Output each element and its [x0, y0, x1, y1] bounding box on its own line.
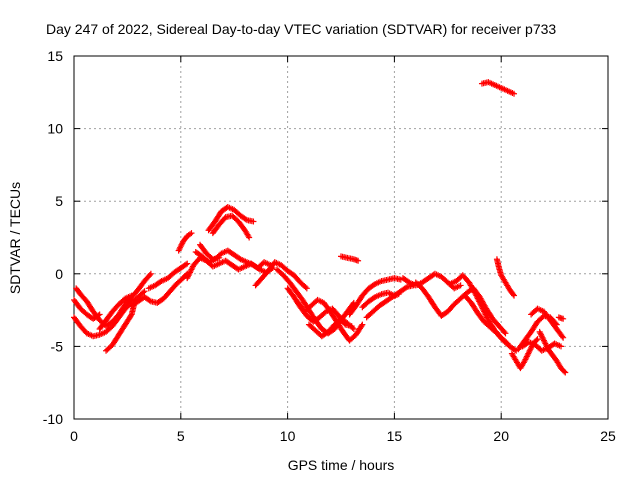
data-point: [146, 272, 153, 279]
data-point: [349, 324, 356, 331]
y-tick-labels: -10 -5 0 5 10 15: [43, 48, 63, 427]
y-tick-label: 5: [55, 193, 63, 209]
data-point: [534, 336, 541, 343]
x-tick-label: 15: [387, 428, 403, 444]
series-arc-08: [175, 230, 195, 254]
axis-ticks: [73, 55, 609, 420]
series-arc-19: [338, 253, 362, 264]
data-point: [501, 329, 508, 336]
data-point: [395, 291, 402, 298]
data-point: [128, 292, 135, 299]
x-tick-label: 10: [280, 428, 296, 444]
data-point: [147, 270, 154, 277]
series-arc-13: [209, 212, 253, 241]
plot-frame: [73, 55, 609, 420]
series-arc-12: [205, 204, 257, 234]
data-point: [560, 315, 567, 322]
data-point: [350, 325, 357, 332]
data-point: [457, 282, 464, 289]
series-arc-27: [470, 285, 509, 337]
series-arc-07: [145, 260, 191, 292]
data-point: [303, 285, 310, 292]
series-arc-05: [96, 292, 135, 332]
y-tick-label: -5: [51, 338, 64, 354]
data-point: [510, 291, 517, 298]
series-arc-28: [478, 79, 518, 97]
data-point: [182, 261, 189, 268]
data-point: [127, 312, 134, 319]
data-point: [402, 284, 409, 291]
x-tick-labels: 0 5 10 15 20 25: [70, 428, 616, 444]
data-point: [302, 284, 309, 291]
data-point: [355, 257, 362, 264]
data-point: [358, 322, 365, 329]
data-point: [146, 297, 153, 304]
series-arc-18: [305, 315, 357, 340]
data-point: [559, 333, 566, 340]
data-point: [561, 368, 568, 375]
y-tick-label: 10: [47, 121, 63, 137]
data-point: [502, 330, 509, 337]
series-arc-17: [295, 296, 366, 344]
x-axis-label: GPS time / hours: [288, 457, 395, 473]
series-arc-22: [363, 291, 402, 321]
series-arc-35: [555, 314, 567, 322]
data-point: [359, 321, 366, 328]
data-point: [250, 218, 257, 225]
data-point: [141, 288, 148, 295]
data-point: [216, 254, 223, 261]
x-tick-label: 20: [493, 428, 509, 444]
data-point: [246, 234, 253, 241]
y-tick-label: -10: [43, 411, 63, 427]
data-point: [188, 230, 195, 237]
series-arc-06: [128, 270, 191, 309]
data-points: [71, 79, 569, 376]
x-tick-label: 25: [600, 428, 616, 444]
data-point: [242, 216, 249, 223]
data-point: [558, 343, 565, 350]
series-arc-20: [346, 275, 404, 318]
series-arc-34: [519, 339, 565, 354]
data-point: [511, 292, 518, 299]
y-axis-label: SDTVAR / TECUs: [7, 182, 23, 294]
data-point: [184, 260, 191, 267]
data-point: [562, 369, 569, 376]
data-point: [140, 289, 147, 296]
series-arc-29: [493, 256, 518, 299]
chart-title: Day 247 of 2022, Sidereal Day-to-day VTE…: [46, 21, 556, 37]
series-arc-32: [528, 305, 567, 341]
series-arc-11: [197, 241, 223, 263]
data-point: [560, 334, 567, 341]
y-tick-label: 15: [47, 48, 63, 64]
x-tick-label: 0: [70, 428, 78, 444]
series-arc-14: [252, 259, 310, 292]
x-tick-label: 5: [177, 428, 185, 444]
gridlines: [74, 56, 608, 419]
data-point: [511, 90, 518, 97]
y-tick-label: 0: [55, 266, 63, 282]
data-point: [533, 337, 540, 344]
series-arc-26: [461, 292, 520, 354]
